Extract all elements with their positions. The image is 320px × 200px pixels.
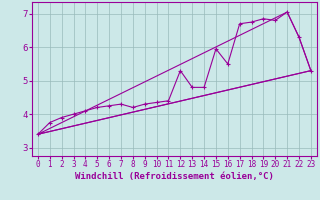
X-axis label: Windchill (Refroidissement éolien,°C): Windchill (Refroidissement éolien,°C)	[75, 172, 274, 181]
